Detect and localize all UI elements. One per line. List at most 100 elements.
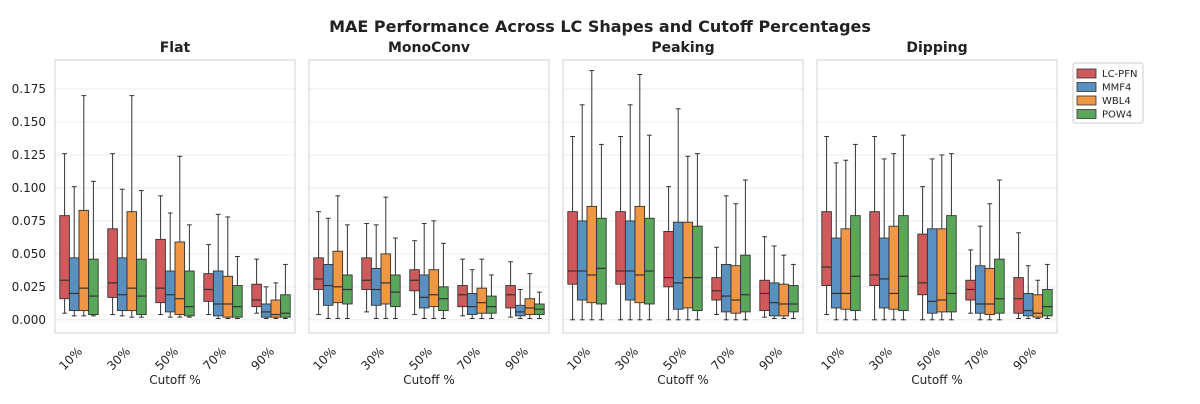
legend-swatch [1076,82,1097,92]
box [222,275,234,318]
box [164,270,176,313]
y-tick-label: 0.100 [12,181,46,195]
box [768,282,780,317]
y-tick-label: 0.000 [12,313,46,327]
box [624,220,636,301]
box [850,215,861,312]
box [821,211,832,286]
box [116,257,128,312]
legend-label: POW4 [1102,110,1132,121]
x-tick-label: 50% [660,344,689,373]
box [457,285,468,308]
chart-title: MAE Performance Across LC Shapes and Cut… [329,17,871,36]
x-axis-label: Cutoff % [911,373,963,387]
box [380,253,392,305]
y-tick-label: 0.175 [12,82,46,96]
legend-label: WBL4 [1102,96,1131,107]
box [994,258,1005,314]
y-tick-label: 0.025 [12,280,46,294]
box [946,215,957,313]
box [788,285,799,313]
x-tick-label: 70% [708,344,737,373]
box [567,211,578,285]
box [232,285,243,318]
x-tick-label: 50% [406,344,435,373]
x-axis-label: Cutoff % [149,373,201,387]
x-tick-label: 90% [502,344,531,373]
panel-frame [562,59,804,334]
box [203,273,214,302]
box [682,221,694,309]
box [984,267,996,315]
box [370,267,382,306]
box [615,211,626,285]
box [740,254,751,313]
box [878,237,890,309]
legend-swatch [1076,68,1097,79]
x-tick-label: 30% [866,344,895,373]
y-tick-label: 0.050 [12,247,46,261]
x-tick-label: 10% [310,344,339,373]
box [136,258,147,315]
box [155,238,166,304]
box [184,270,195,317]
box [505,285,516,309]
box [965,279,976,301]
box [476,287,488,314]
x-tick-label: 30% [358,344,387,373]
legend-swatch [1076,95,1097,106]
panel-title: Flat [160,40,191,56]
panel-frame [308,59,550,334]
y-tick-label: 0.125 [12,148,46,162]
box [332,250,344,304]
box [212,270,224,317]
box [888,225,900,310]
panel-title: MonoConv [388,40,470,56]
panel-frame [816,59,1058,334]
box [576,220,588,301]
box [313,257,324,290]
x-tick-label: 70% [454,344,483,373]
box [361,257,372,290]
panel-frame [54,59,296,334]
box [322,263,334,306]
box [78,209,90,312]
box [68,257,80,312]
box [926,228,938,314]
box [174,241,186,315]
box [917,233,928,296]
box [126,211,138,312]
legend-label: MMF4 [1102,83,1131,94]
box [260,303,272,318]
x-axis-label: Cutoff % [657,373,709,387]
legend-swatch [1076,109,1097,119]
box [663,230,674,288]
box [711,277,722,301]
box [840,228,852,310]
box [524,298,536,315]
box [390,274,401,308]
x-tick-label: 30% [104,344,133,373]
x-tick-label: 70% [200,344,229,373]
x-tick-label: 10% [56,344,85,373]
legend-label: LC-PFN [1102,69,1137,80]
x-tick-label: 90% [756,344,785,373]
box [1022,292,1034,317]
x-tick-label: 10% [818,344,847,373]
box [730,265,742,314]
box [514,304,526,317]
box [251,283,262,308]
box [280,294,291,318]
panel-title: Dipping [906,40,967,56]
box [596,217,607,305]
box [107,228,118,298]
box [486,295,497,314]
x-tick-label: 50% [152,344,181,373]
box [830,237,842,309]
x-tick-label: 90% [248,344,277,373]
box [759,279,770,312]
box [1013,277,1024,314]
box [88,258,99,315]
